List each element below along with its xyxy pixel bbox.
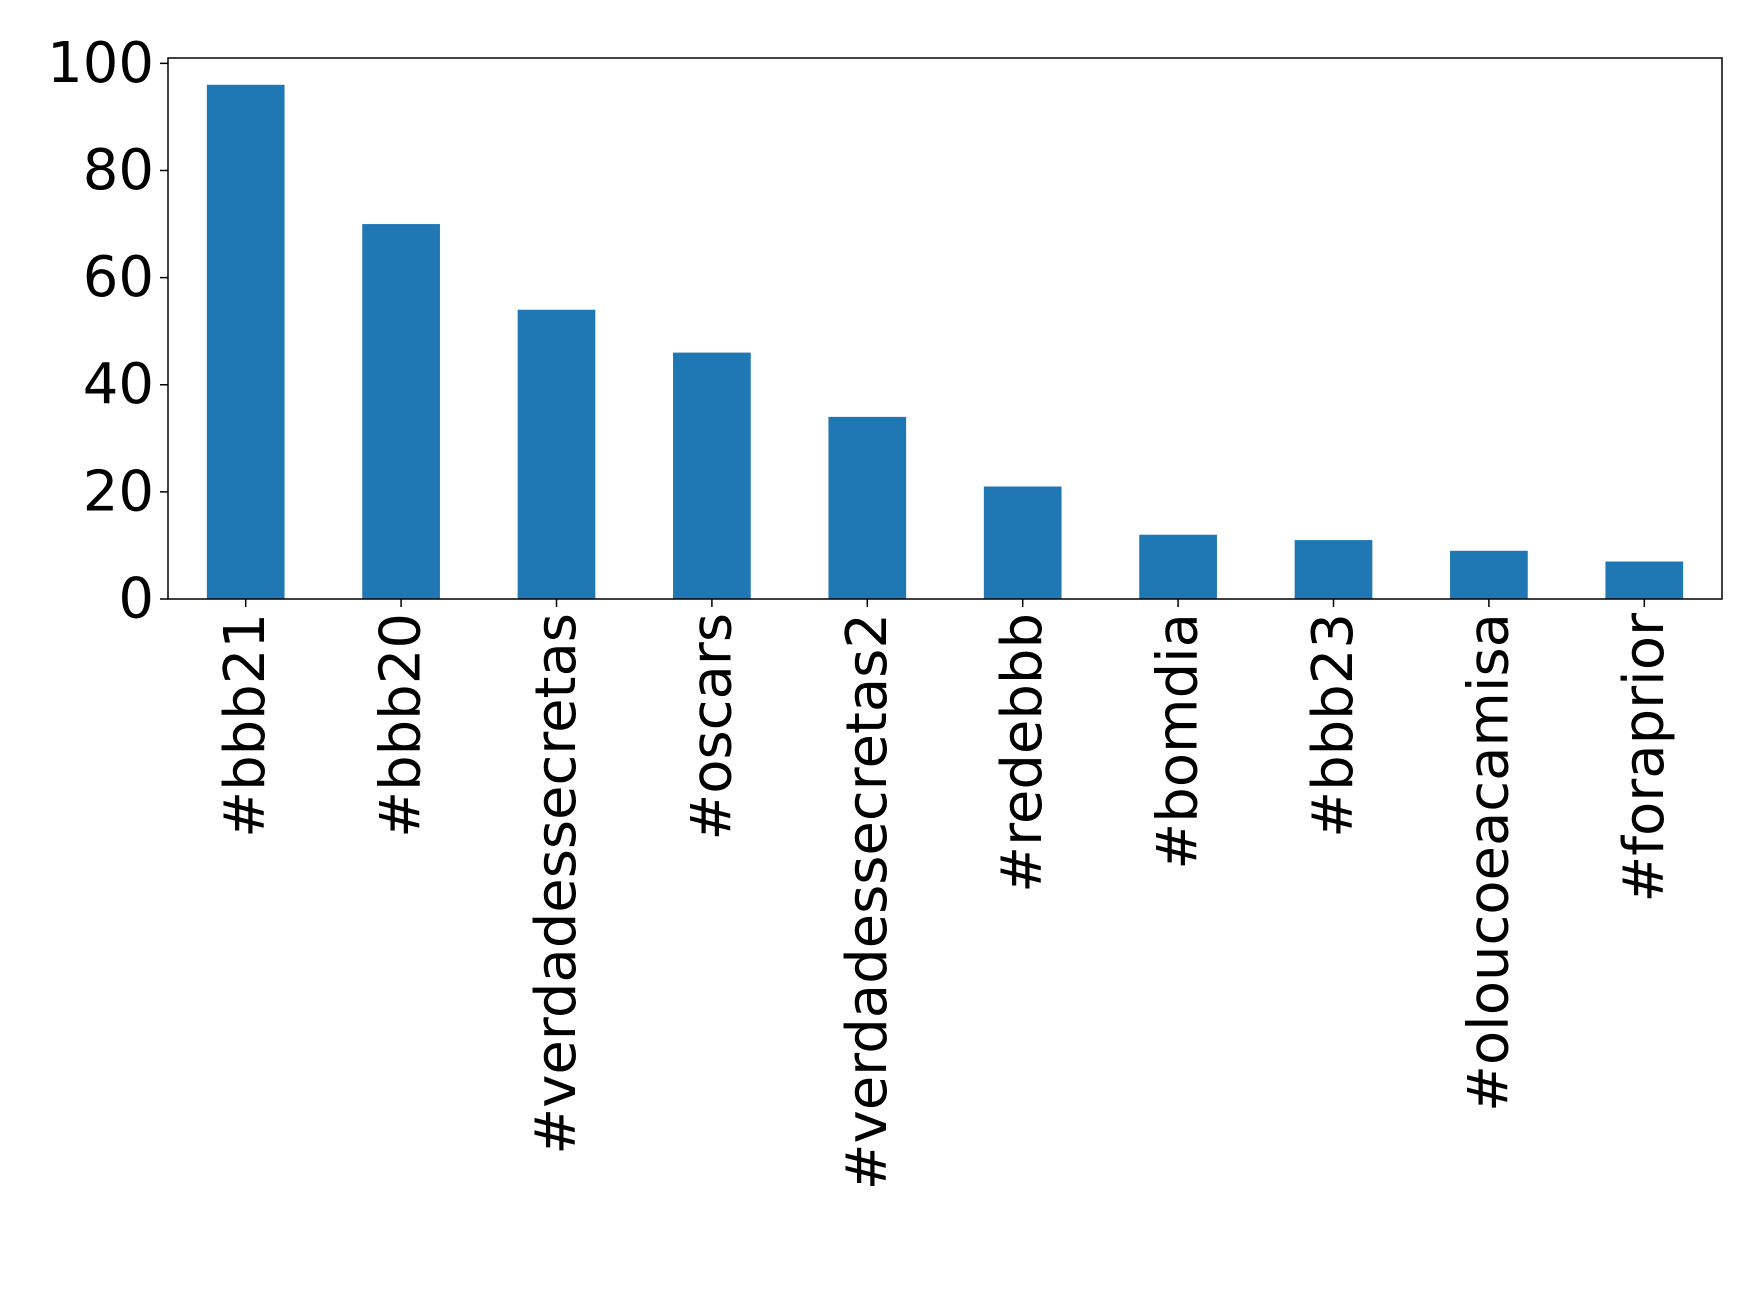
- bar-bbb20: [362, 224, 440, 599]
- x-tick-label: #verdadessecretas: [524, 613, 589, 1155]
- bars-group: [206, 84, 1684, 600]
- x-tick-label: #redebbb: [990, 613, 1055, 893]
- bar-oscars: [673, 352, 751, 599]
- bar-bbb21: [206, 84, 285, 600]
- bar-redebbb: [983, 486, 1062, 599]
- x-tick-label: #bbb21: [213, 613, 278, 838]
- x-tick-label: #bbb23: [1301, 613, 1366, 838]
- x-axis: #bbb21 #bbb20 #verdadessecretas #oscars #ver…: [213, 599, 1677, 1190]
- plot-frame: [167, 57, 1723, 600]
- y-tick-label: 20: [83, 459, 154, 524]
- y-tick-label: 100: [47, 31, 154, 96]
- bar-verdadessecretas: [517, 309, 596, 599]
- y-tick-label: 60: [83, 245, 154, 310]
- x-tick-label: #oscars: [679, 613, 744, 841]
- y-axis: 0 20 40 60 80 100: [47, 31, 168, 632]
- bar-bomdia: [1139, 534, 1217, 599]
- y-tick-label: 0: [118, 567, 154, 632]
- y-tick-label: 80: [83, 138, 154, 203]
- bar-bbb23: [1294, 540, 1373, 599]
- x-tick-label: #verdadessecretas2: [835, 613, 900, 1190]
- y-tick-label: 40: [83, 352, 154, 417]
- bar-foraprior: [1605, 561, 1684, 599]
- x-tick-label: #foraprior: [1612, 612, 1677, 903]
- x-tick-label: #oloucoeacamisa: [1456, 613, 1521, 1112]
- x-tick-label: #bomdia: [1146, 613, 1211, 870]
- x-tick-label: #bbb20: [369, 613, 434, 838]
- bar-oloucoeacamisa: [1450, 550, 1528, 599]
- bar-verdadessecretas2: [828, 416, 907, 599]
